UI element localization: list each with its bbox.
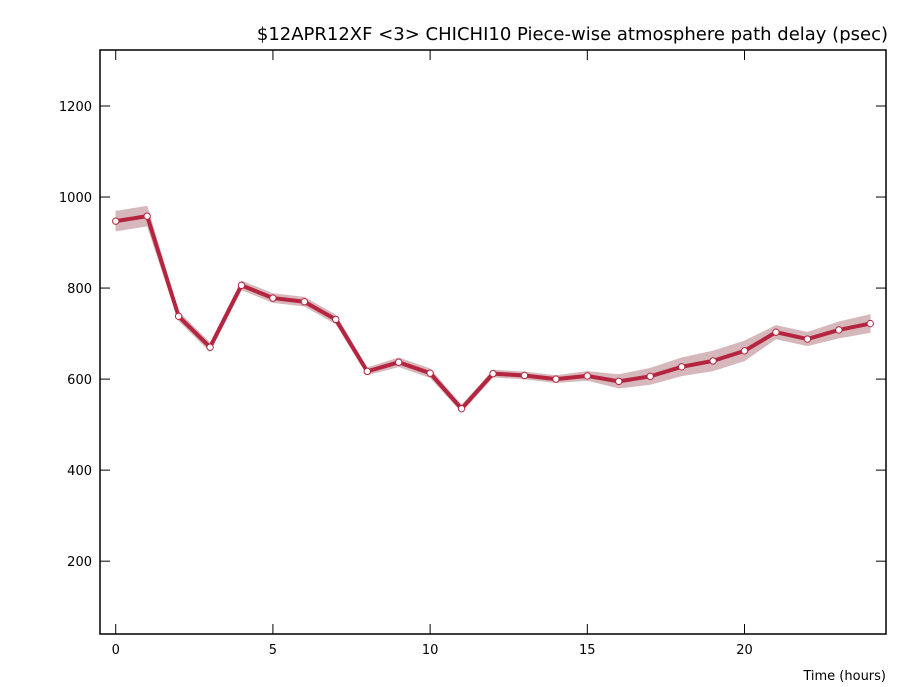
x-axis-label: Time (hours) [802, 669, 886, 684]
plot-frame [99, 49, 887, 635]
x-tick-label: 0 [112, 643, 120, 658]
y-tick-label: 1200 [59, 100, 92, 115]
data-point [740, 347, 749, 355]
x-tick-label: 15 [579, 643, 596, 658]
data-point [174, 312, 183, 320]
y-tick-label: 1000 [59, 191, 92, 206]
data-point [457, 404, 466, 413]
data-point [866, 319, 874, 328]
data-point [206, 343, 214, 351]
data-point [300, 298, 309, 306]
data-line [115, 214, 871, 411]
data-point [237, 281, 246, 290]
data-point [269, 294, 277, 302]
data-point [489, 369, 497, 378]
data-point [552, 375, 560, 383]
data-point [363, 367, 371, 376]
data-point [143, 212, 151, 220]
data-point [615, 377, 623, 386]
data-point [583, 372, 592, 380]
data-point [677, 363, 686, 371]
y-tick-label: 600 [67, 373, 92, 388]
data-point [772, 328, 780, 336]
data-point [332, 315, 340, 324]
data-point [520, 371, 529, 380]
y-tick-label: 200 [67, 555, 92, 570]
y-tick-label: 400 [67, 464, 92, 479]
data-point [646, 372, 654, 381]
data-point [112, 217, 120, 225]
data-point [709, 357, 717, 365]
data-point [835, 326, 843, 334]
x-tick-label: 5 [269, 643, 277, 658]
chart-title: $12APR12XF <3> CHICHI10 Piece-wise atmos… [257, 24, 888, 45]
y-tick-label: 800 [67, 282, 92, 297]
x-tick-label: 20 [736, 643, 753, 658]
data-point [394, 358, 403, 366]
x-tick-label: 10 [422, 643, 439, 658]
data-point [803, 335, 812, 343]
data-point [426, 369, 434, 377]
